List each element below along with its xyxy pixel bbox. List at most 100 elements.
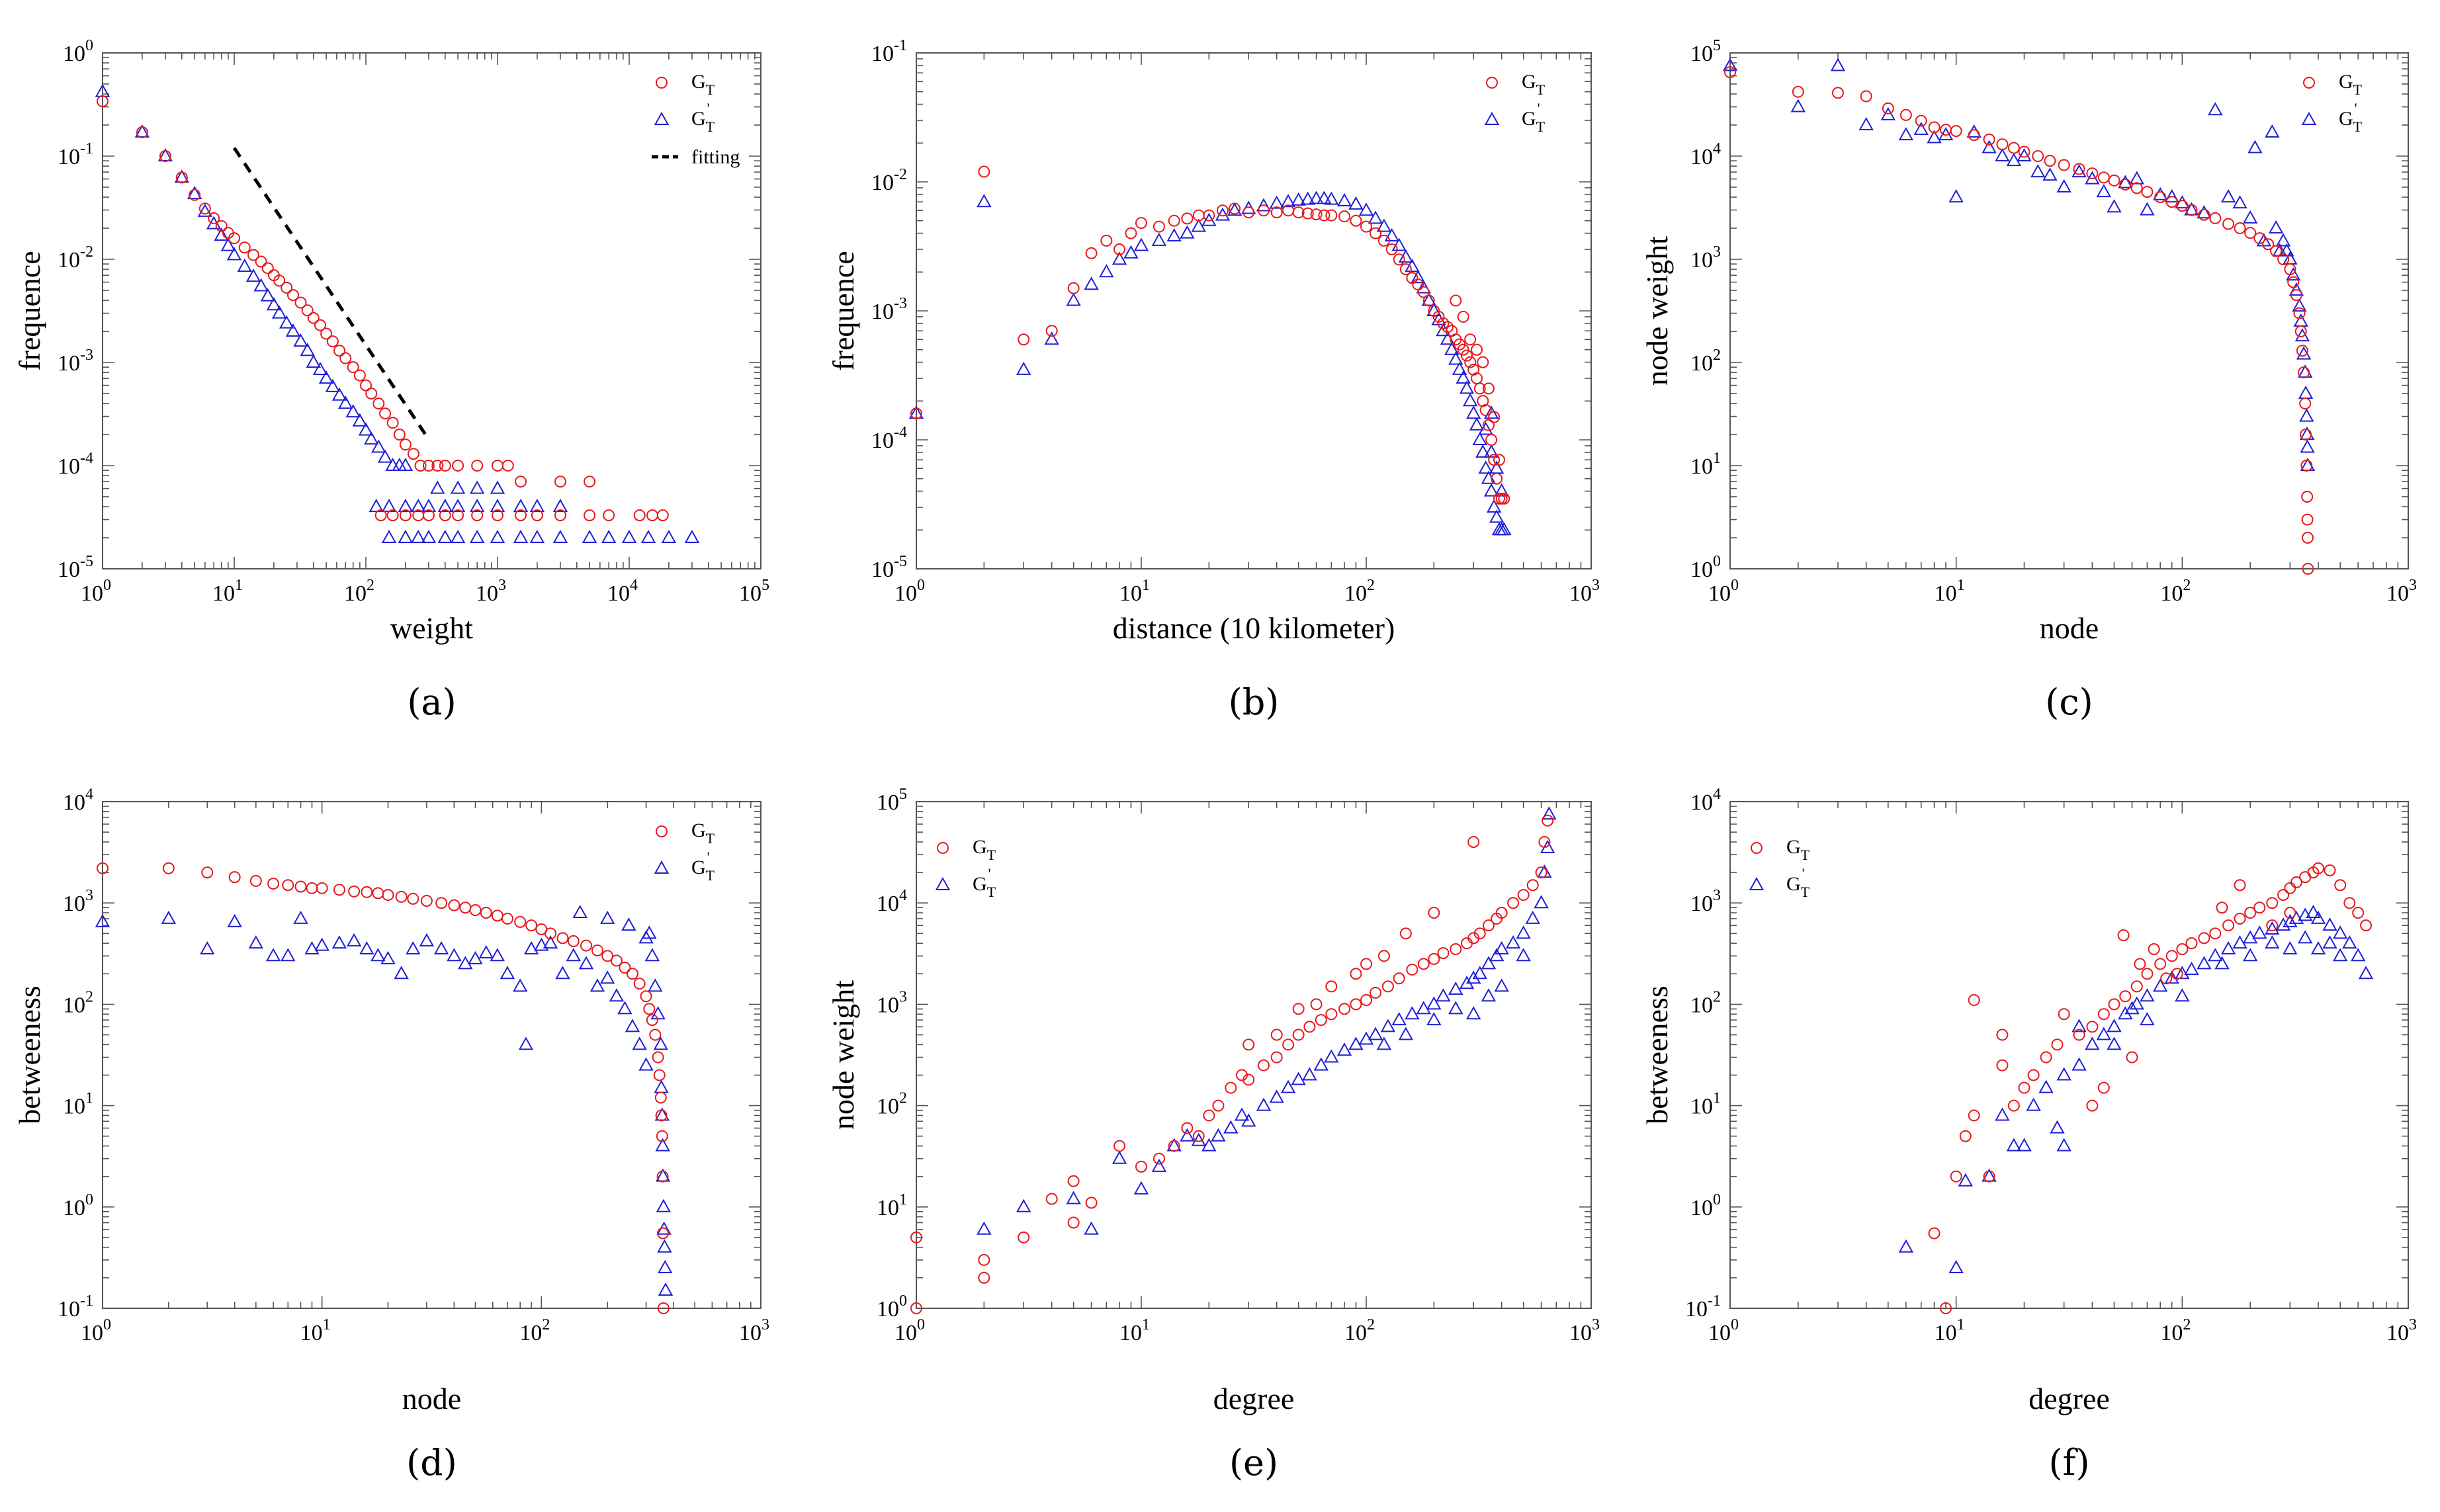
y-tick-label: 104 [1690,140,1721,169]
data-point [910,407,922,420]
legend-label: GT [1786,836,1810,863]
data-point [653,1036,668,1050]
data-point [661,529,677,544]
data-point [469,499,485,513]
data-point [1466,405,1481,419]
data-point [136,126,148,139]
data-point [347,361,359,374]
data-point [657,1239,672,1253]
panel-label: (f) [2048,1442,2089,1484]
x-tick-label: 101 [1119,577,1150,606]
data-point [1461,349,1473,362]
data-point [1488,411,1501,423]
data-point [2350,948,2366,962]
data-point [1882,102,1894,114]
data-point [1473,382,1486,395]
data-point [333,345,346,357]
data-point [2071,164,2087,178]
data-point [422,509,435,522]
data-point [2164,189,2179,203]
data-point [643,1003,656,1015]
y-tick-label: 10-2 [871,166,907,195]
data-point [2234,912,2246,925]
data-point [374,509,387,522]
data-point [2184,961,2199,975]
axes-box [102,801,762,1309]
data-point [490,948,505,962]
data-point [910,1231,922,1243]
data-point [1241,1113,1256,1127]
data-point [1151,232,1167,246]
data-point [1898,1239,1914,1253]
data-point [1482,919,1495,932]
data-point [1242,1073,1255,1086]
data-point [2290,876,2302,888]
data-point [2154,958,2167,970]
data-point [646,1014,658,1027]
data-point [2284,907,2296,919]
data-point [201,866,214,879]
data-point [2220,189,2236,203]
data-point [2097,171,2110,184]
data-point [1153,220,1165,233]
data-point [1538,835,1551,848]
data-point [552,499,568,513]
data-point [1016,361,1031,375]
data-point [1385,243,1398,255]
data-point [1417,286,1430,298]
data-point [337,396,353,409]
y-tick-label: 103 [1690,887,1721,916]
data-point [2284,882,2296,894]
data-point [352,413,368,427]
ticks [1729,801,2409,1309]
data-point [513,529,529,544]
data-point [2032,150,2044,162]
data-point [1483,483,1499,497]
data-point [2050,1120,2065,1134]
data-point [2296,346,2312,360]
data-point [1067,1216,1080,1229]
x-tick-label: 100 [1708,577,1739,606]
data-point [1211,1128,1226,1142]
data-point [2262,238,2275,251]
data-point [1478,421,1493,435]
data-point [471,460,484,472]
data-point [2298,930,2313,944]
data-point [1483,405,1499,419]
data-point [2117,929,2130,942]
y-tick-label: 101 [877,1191,907,1220]
data-point [1466,1006,1481,1020]
data-point [2085,1036,2100,1050]
x-tick-label: 103 [476,577,506,606]
data-point [1479,404,1492,417]
y-tick-label: 10-2 [58,243,93,273]
data-point [2332,925,2348,939]
data-point [189,189,201,201]
legend-label: fitting [691,146,740,168]
data-point [97,862,109,874]
legend-marker [937,842,949,854]
data-point [97,95,109,108]
data-point [2129,996,2144,1010]
data-point [567,935,580,947]
data-point [1448,1001,1463,1015]
data-point [2334,879,2347,892]
data-point [1310,998,1323,1011]
data-point [490,499,505,513]
data-point [1084,276,1099,290]
data-point [501,912,513,925]
data-point [273,274,286,287]
data-point [599,910,615,924]
series-G_T [910,165,1510,505]
data-point [1832,87,1845,99]
data-point [656,1130,668,1142]
data-point [452,509,464,522]
data-point [226,247,242,261]
legend: GTG' T [1749,836,1810,900]
data-point [450,529,466,544]
data-point [2256,233,2272,247]
data-point [2322,917,2337,931]
data-point [2322,935,2337,949]
data-point [1466,970,1481,984]
data-point [1203,1109,1215,1122]
